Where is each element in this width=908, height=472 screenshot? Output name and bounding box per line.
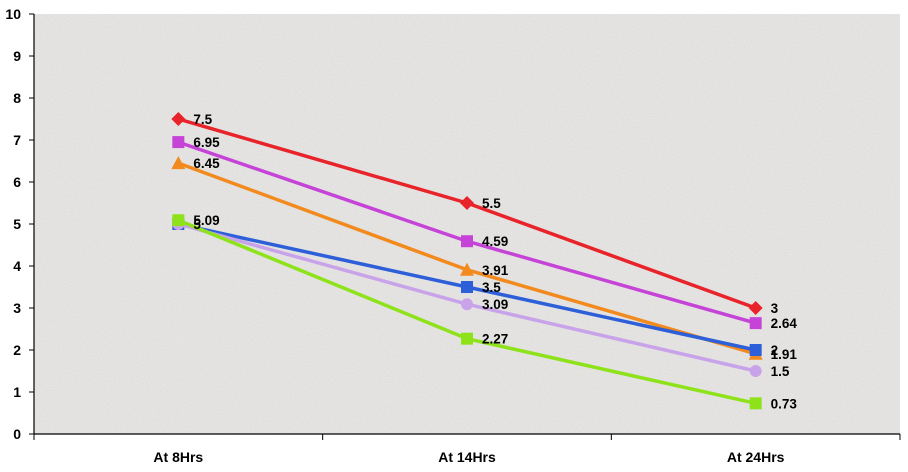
data-label: 2.27	[482, 332, 508, 347]
data-labels: 7.5 5.5 3 6.95 4.59 2.64 6.45 3.91 1.91 5 3.5 2 3.09…	[193, 112, 797, 411]
data-point-square	[749, 397, 762, 410]
data-point-square	[461, 235, 473, 248]
series-group	[171, 112, 763, 410]
data-label: 5	[193, 217, 201, 232]
y-tick-label: 8	[13, 90, 21, 106]
data-label: 4.59	[482, 234, 508, 249]
y-tick-label: 10	[5, 6, 21, 22]
y-tick-label: 3	[13, 300, 21, 316]
data-label: 3.09	[482, 297, 508, 312]
x-category-label: At 8Hrs	[153, 449, 203, 465]
data-point-diamond	[460, 196, 474, 210]
data-point-square	[461, 281, 473, 293]
y-tick-label: 9	[13, 48, 21, 64]
data-label: 1.91	[771, 347, 798, 362]
data-point-circle	[461, 298, 473, 311]
data-label: 7.5	[193, 112, 212, 127]
data-point-triangle	[460, 262, 474, 276]
data-point-circle	[749, 365, 762, 377]
x-category-label: At 14Hrs	[438, 449, 496, 465]
data-label: 3	[771, 301, 779, 316]
data-point-square	[749, 344, 762, 356]
data-point-square	[172, 214, 185, 227]
y-tick-label: 6	[13, 174, 21, 190]
data-label: 6.95	[193, 135, 220, 150]
data-point-triangle	[171, 156, 186, 170]
x-category-label: At 24Hrs	[727, 449, 785, 465]
y-tick-label: 1	[13, 384, 21, 400]
axes: 0 1 2 3 4 5 6 7 8 9 10 At 8Hrs At 14Hrs At 24Hrs	[5, 6, 901, 465]
data-point-square	[749, 317, 762, 330]
y-tick-label: 4	[13, 258, 21, 274]
data-label: 0.73	[771, 396, 798, 411]
data-label: 5.5	[482, 196, 501, 211]
data-label: 5.09	[193, 213, 219, 228]
data-point-square	[172, 136, 185, 149]
data-label: 2.64	[771, 316, 798, 331]
y-tick-label: 2	[13, 342, 21, 358]
data-label: 2	[771, 343, 779, 358]
y-tick-label: 5	[13, 216, 21, 232]
data-point-square	[461, 332, 473, 345]
data-label: 6.45	[193, 156, 220, 171]
y-tick-label: 0	[13, 426, 21, 442]
data-label: 1.5	[771, 364, 790, 379]
data-label: 3.91	[482, 263, 509, 278]
data-label: 3.5	[482, 280, 501, 295]
data-point-diamond	[171, 112, 186, 126]
y-tick-label: 7	[13, 132, 21, 148]
data-point-diamond	[748, 301, 763, 315]
